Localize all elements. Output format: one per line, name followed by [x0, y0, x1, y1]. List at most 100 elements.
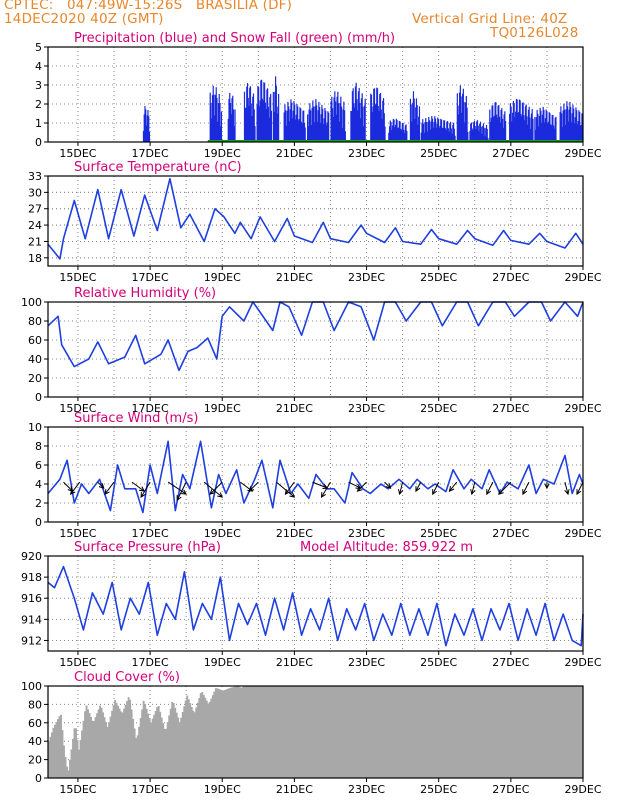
precip-bar: [547, 121, 550, 142]
wind-title: Surface Wind (m/s): [74, 411, 198, 426]
cloud-bar: [329, 686, 331, 778]
wind-arrow-head: [564, 489, 570, 496]
precip-bar: [396, 119, 398, 142]
wind-arrow-head: [217, 492, 224, 498]
humidity-xtick-label: 29DEC: [564, 402, 601, 415]
precip-bar: [229, 102, 232, 142]
precip-bar: [251, 116, 253, 142]
precip-bar: [229, 92, 231, 142]
precip-bar: [541, 122, 543, 142]
pressure-ytick-label: 912: [21, 634, 42, 647]
precip-bar: [373, 88, 376, 142]
precip-bar: [315, 98, 317, 142]
precip-bar: [320, 114, 322, 142]
precip-bar: [546, 111, 548, 142]
wind-arrow: [432, 481, 440, 495]
cloud-bar: [321, 686, 324, 778]
wind-xtick-label: 19DEC: [204, 527, 241, 540]
precip-bar: [566, 101, 568, 142]
cloud-bar: [108, 722, 111, 778]
cloud-bar: [85, 705, 88, 778]
cloud-bar: [154, 710, 157, 778]
wind-arrow-head: [522, 489, 528, 496]
cloud-bar: [70, 749, 73, 778]
cloud-bar: [262, 686, 265, 778]
wind-arrow-head: [289, 492, 296, 498]
precip-bar: [220, 126, 222, 142]
precip-bar: [431, 116, 433, 142]
precip-bar: [144, 106, 146, 142]
precip-bar: [449, 121, 452, 142]
cloud-bar: [455, 686, 458, 778]
precip-bar: [332, 116, 334, 142]
precip-bar: [263, 82, 265, 142]
precip-bar: [502, 127, 504, 142]
temperature-ytick-label: 24: [28, 219, 42, 232]
precip-bar: [471, 128, 473, 142]
cloud-bar: [423, 686, 426, 778]
precip-bar: [409, 98, 412, 142]
cloud-bar: [252, 686, 255, 778]
cloud-bars: [48, 686, 584, 778]
precip-bar: [574, 117, 576, 142]
precip-bar: [288, 121, 291, 142]
cloud-bar: [371, 686, 374, 778]
precip-bar: [524, 120, 526, 142]
precip-bar: [289, 109, 291, 142]
wind-xtick-label: 17DEC: [132, 527, 169, 540]
cloud-bar: [273, 686, 276, 778]
precip-bar: [465, 102, 467, 142]
cloud-bar: [408, 686, 411, 778]
cloud-bar: [494, 686, 497, 778]
cloud-bar: [285, 686, 288, 778]
cloud-bar: [485, 686, 488, 778]
cloud-bar: [159, 711, 162, 778]
cloud-bar: [536, 686, 539, 778]
wind-arrow-head: [248, 486, 255, 492]
precip-bar: [536, 109, 538, 142]
precip-bar: [560, 106, 562, 142]
humidity-xtick-label: 19DEC: [204, 402, 241, 415]
cloud-bar: [279, 686, 282, 778]
precip-bar: [370, 93, 372, 142]
cloud-bar: [503, 686, 506, 778]
cloud-bar: [369, 686, 372, 778]
precip-bar: [473, 122, 475, 142]
cloud-bar: [428, 686, 431, 778]
temperature-xtick-label: 25DEC: [420, 271, 457, 284]
precip-bar: [516, 99, 518, 142]
precip-bar: [259, 100, 261, 142]
precip-bar: [428, 116, 430, 142]
cloud-bar: [575, 686, 578, 778]
cloud-ytick-label: 60: [28, 717, 42, 730]
precip-bar: [417, 124, 419, 142]
precip-bar: [258, 87, 260, 142]
cloud-bar: [166, 722, 169, 778]
cloud-bar: [563, 686, 566, 778]
cloud-bar: [551, 686, 554, 778]
cloud-bar: [580, 686, 583, 778]
cloud-bar: [208, 702, 211, 778]
cloud-bar: [578, 686, 581, 778]
precip-bar: [324, 108, 326, 142]
precip-bar: [491, 105, 493, 142]
cloud-bar: [416, 686, 419, 778]
precip-bar: [356, 99, 358, 142]
precip-bar: [517, 113, 519, 142]
wind-arrow-head: [415, 486, 421, 493]
precip-bar: [569, 101, 571, 142]
cloud-bar: [513, 686, 516, 778]
cloud-bar: [320, 686, 322, 778]
precip-bar: [256, 104, 258, 142]
precip-bar: [434, 116, 436, 142]
precip-bar: [457, 105, 459, 142]
precip-title: Precipitation (blue) and Snow Fall (gree…: [74, 31, 395, 46]
humidity-ytick-label: 20: [28, 372, 42, 385]
precip-bar: [261, 79, 263, 142]
humidity-ytick-label: 0: [35, 391, 42, 404]
cloud-bar: [467, 686, 470, 778]
precip-bar: [497, 105, 499, 142]
cloud-bar: [150, 722, 153, 778]
precip-bar: [331, 96, 333, 142]
precip-bar: [325, 125, 328, 142]
